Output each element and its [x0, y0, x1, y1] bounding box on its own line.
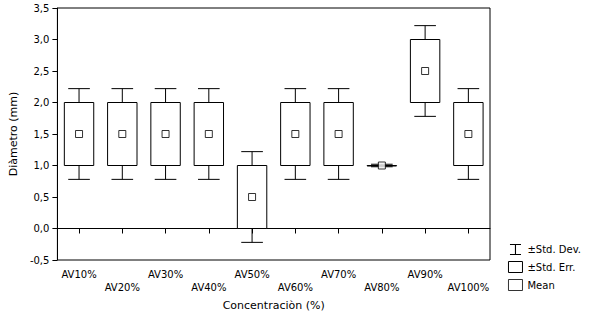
- svg-text:±Std. Dev.: ±Std. Dev.: [527, 244, 581, 255]
- svg-text:Concentraciòn (%): Concentraciòn (%): [223, 299, 325, 312]
- svg-text:3,5: 3,5: [34, 3, 50, 14]
- svg-text:AV70%: AV70%: [321, 269, 356, 280]
- svg-text:3,0: 3,0: [34, 34, 50, 45]
- svg-text:AV30%: AV30%: [148, 269, 183, 280]
- svg-text:AV10%: AV10%: [61, 269, 96, 280]
- svg-text:-0,5: -0,5: [30, 255, 50, 266]
- svg-text:AV20%: AV20%: [105, 282, 140, 293]
- svg-text:2,0: 2,0: [34, 97, 50, 108]
- svg-text:0,5: 0,5: [34, 192, 50, 203]
- svg-text:AV40%: AV40%: [191, 282, 226, 293]
- svg-text:Diàmetro (mm): Diàmetro (mm): [7, 92, 20, 177]
- svg-text:1,0: 1,0: [34, 160, 50, 171]
- svg-text:AV90%: AV90%: [407, 269, 442, 280]
- svg-text:1,5: 1,5: [34, 129, 50, 140]
- svg-text:2,5: 2,5: [34, 66, 50, 77]
- svg-text:0,0: 0,0: [34, 223, 50, 234]
- svg-text:AV80%: AV80%: [364, 282, 399, 293]
- svg-text:±Std. Err.: ±Std. Err.: [527, 262, 575, 273]
- svg-text:AV100%: AV100%: [448, 282, 490, 293]
- svg-text:AV50%: AV50%: [234, 269, 269, 280]
- svg-text:Mean: Mean: [527, 280, 554, 291]
- svg-text:AV60%: AV60%: [278, 282, 313, 293]
